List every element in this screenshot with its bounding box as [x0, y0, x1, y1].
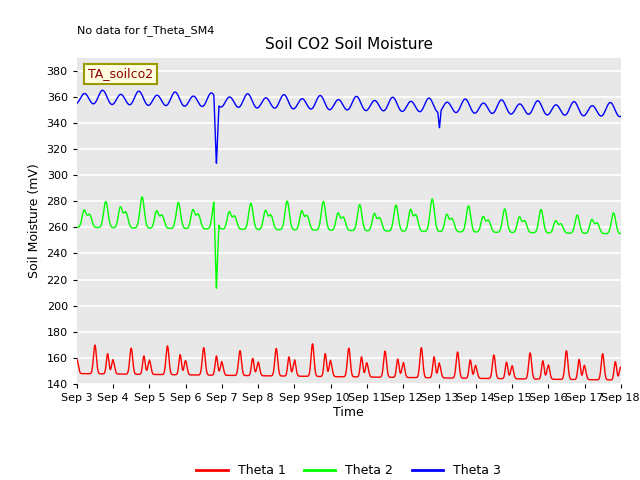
- Text: TA_soilco2: TA_soilco2: [88, 67, 153, 80]
- Title: Soil CO2 Soil Moisture: Soil CO2 Soil Moisture: [265, 37, 433, 52]
- Text: No data for f_Theta_SM4: No data for f_Theta_SM4: [77, 25, 214, 36]
- Y-axis label: Soil Moisture (mV): Soil Moisture (mV): [28, 163, 41, 278]
- X-axis label: Time: Time: [333, 406, 364, 419]
- Legend: Theta 1, Theta 2, Theta 3: Theta 1, Theta 2, Theta 3: [191, 459, 506, 480]
